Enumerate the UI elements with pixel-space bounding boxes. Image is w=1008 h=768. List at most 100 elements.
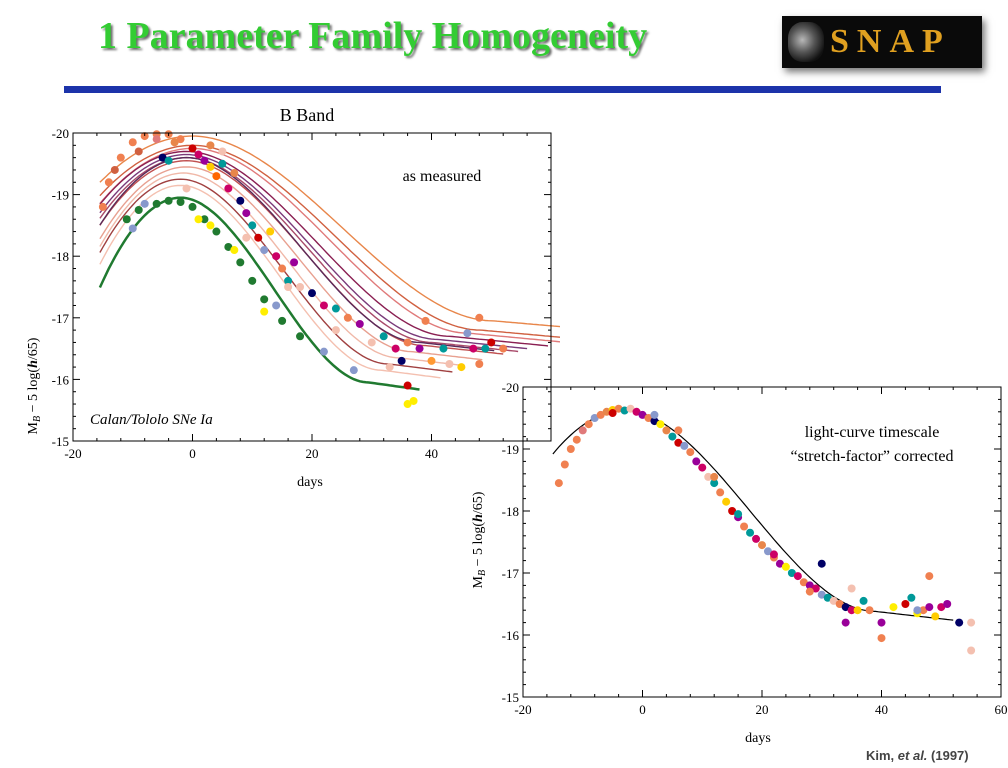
data-point (164, 156, 173, 165)
data-point (236, 196, 245, 205)
data-point (331, 304, 340, 313)
data-point (391, 344, 400, 353)
data-point (746, 528, 755, 537)
data-point (266, 227, 275, 236)
data-point (799, 578, 808, 587)
data-point (445, 360, 454, 368)
data-point (775, 559, 784, 568)
data-point (817, 559, 826, 568)
data-point (469, 344, 478, 353)
data-point (481, 344, 490, 353)
data-point (224, 184, 233, 193)
data-point (272, 252, 281, 261)
right-ytick-label: -20 (502, 380, 519, 395)
data-point (284, 276, 293, 285)
data-point (554, 479, 563, 488)
right-xtick-label: -20 (514, 702, 531, 717)
data-point (901, 600, 910, 608)
left-xtick-label: -20 (64, 446, 81, 461)
data-point (104, 178, 113, 187)
light-curve (99, 153, 528, 350)
data-point (463, 329, 472, 338)
data-point (260, 295, 269, 304)
data-point (188, 144, 197, 153)
data-point (379, 332, 388, 341)
data-point (475, 313, 484, 322)
right-ytick-label: -16 (502, 628, 520, 643)
data-point (644, 414, 653, 422)
annotation-line2: “stretch-factor” corrected (791, 448, 954, 465)
data-point (566, 445, 575, 453)
logo-text: SNAP (830, 23, 951, 60)
data-point (805, 587, 814, 596)
galaxy-image (788, 22, 824, 62)
left-xtick-label: 0 (189, 446, 196, 461)
data-point (254, 233, 263, 242)
data-point (692, 457, 701, 466)
data-point (925, 603, 934, 612)
light-curve (98, 196, 420, 391)
data-point (847, 606, 856, 615)
data-point (835, 600, 844, 608)
slide-title: 1 Parameter Family Homogeneity (98, 15, 648, 57)
light-curve (99, 178, 453, 373)
data-point (224, 242, 233, 251)
data-point (943, 600, 952, 608)
data-point (913, 606, 922, 615)
data-point (698, 463, 707, 472)
data-point (248, 221, 257, 230)
data-point (752, 534, 761, 543)
data-point (931, 612, 940, 621)
data-point (487, 338, 496, 347)
data-point (194, 150, 203, 159)
right-ytick-label: -15 (502, 690, 519, 705)
data-point (260, 246, 269, 255)
data-point (859, 596, 868, 605)
data-point (308, 289, 316, 298)
data-point (656, 420, 665, 429)
citation-etal: et al. (897, 748, 928, 763)
data-point (728, 507, 737, 515)
data-point (763, 547, 772, 556)
data-point (134, 206, 143, 214)
title-rule (64, 86, 941, 93)
citation: Kim, et al. (1997) (866, 748, 969, 763)
data-point (758, 541, 766, 550)
right-ytick-label: -18 (502, 504, 519, 519)
chart-corrected: light-curve timescale “stretch-factor” c… (471, 380, 1008, 746)
data-point (608, 409, 617, 418)
data-point (638, 410, 647, 419)
light-curve (99, 156, 519, 353)
data-point (272, 301, 281, 310)
data-point (793, 572, 802, 581)
chart-title: B Band (280, 105, 335, 125)
light-curve (99, 135, 560, 328)
data-point (122, 215, 131, 224)
data-point (811, 584, 820, 593)
data-point (397, 356, 406, 365)
data-point (409, 396, 418, 405)
data-point (343, 313, 352, 322)
data-point (499, 344, 508, 353)
data-point (668, 432, 677, 441)
data-point (200, 215, 209, 224)
data-point (427, 356, 436, 365)
left-ytick-label: -17 (52, 311, 70, 326)
data-point (674, 426, 683, 435)
right-xtick-label: 60 (995, 702, 1008, 717)
citation-year: (1997) (927, 748, 969, 763)
data-point (296, 283, 305, 291)
data-point (847, 584, 856, 593)
data-point (164, 196, 173, 205)
data-point (331, 326, 340, 335)
data-point (236, 258, 245, 267)
data-point (716, 488, 725, 497)
data-point (662, 426, 671, 435)
data-point (769, 550, 778, 559)
data-point (176, 197, 185, 206)
annotation: as measured (403, 168, 482, 185)
data-point (817, 590, 826, 599)
data-point (367, 338, 376, 347)
data-point (296, 332, 305, 341)
data-point (632, 407, 641, 416)
